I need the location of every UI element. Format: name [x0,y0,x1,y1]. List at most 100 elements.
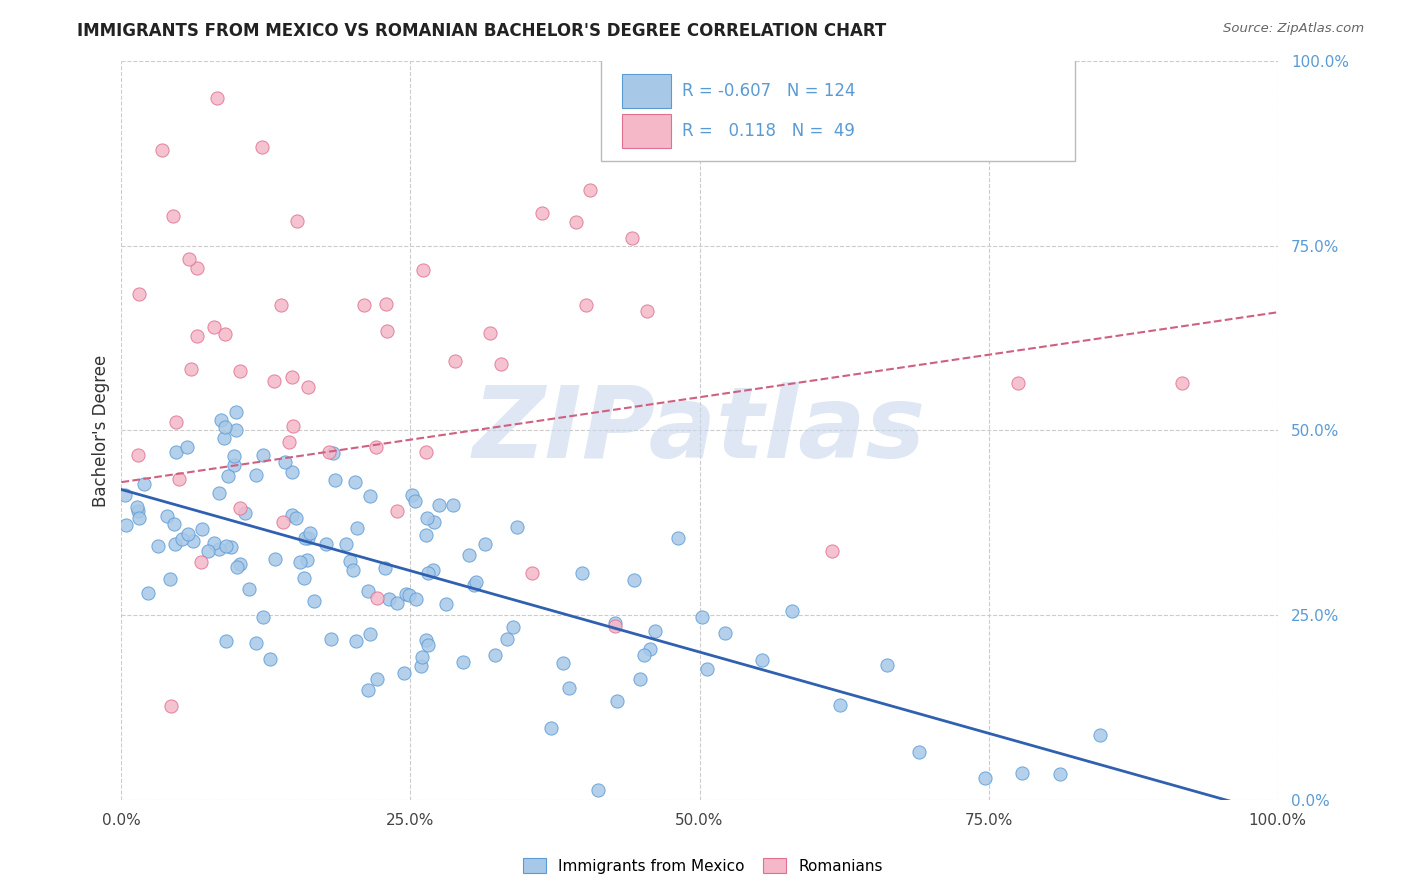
Point [412,263,434,277]
Point [405,592,427,607]
Point [385,596,408,610]
Point [387,504,409,518]
Point [165,416,187,430]
Point [270,298,292,312]
Point [605,619,627,633]
Point [215,539,238,553]
Text: R =   0.118   N =  49: R = 0.118 N = 49 [682,121,855,139]
Point [229,364,252,378]
Point [159,572,181,586]
Point [214,634,236,648]
Point [714,626,737,640]
Point [186,328,208,343]
Point [359,627,381,641]
Point [263,552,285,566]
Point [484,648,506,662]
Point [346,521,368,535]
Point [335,537,357,551]
Point [217,468,239,483]
FancyBboxPatch shape [621,74,671,109]
Point [225,423,247,437]
Point [464,574,486,589]
Point [1170,376,1192,390]
Point [1007,376,1029,391]
Point [638,642,661,657]
Point [208,485,231,500]
Point [226,560,249,574]
Text: ZIPatlas: ZIPatlas [472,382,927,479]
Point [690,610,713,624]
Point [177,252,200,266]
Point [1049,766,1071,780]
Point [441,498,464,512]
Point [299,526,322,541]
Point [522,566,544,580]
Point [191,522,214,536]
Point [478,326,501,340]
Point [395,586,418,600]
Point [415,445,437,459]
Point [319,632,342,646]
Point [530,205,553,219]
Point [167,472,190,486]
Point [605,616,627,631]
Point [197,544,219,558]
Point [156,508,179,523]
Point [415,528,437,542]
Point [136,586,159,600]
Point [252,449,274,463]
Point [1088,729,1111,743]
Point [1011,766,1033,780]
Point [404,493,426,508]
Point [134,477,156,491]
Point [162,209,184,223]
Point [208,542,231,557]
Point [356,682,378,697]
Point [551,656,574,670]
Point [292,571,315,585]
Point [181,534,204,549]
Point [250,140,273,154]
Point [628,672,651,686]
Point [401,488,423,502]
Point [666,532,689,546]
Point [323,473,346,487]
Point [780,604,803,618]
Point [165,445,187,459]
Point [180,361,202,376]
Point [281,419,304,434]
Point [359,489,381,503]
Point [751,653,773,667]
Point [214,420,236,434]
Point [125,500,148,515]
Point [364,441,387,455]
Point [315,537,337,551]
Point [339,554,361,568]
Point [186,260,208,275]
Point [177,527,200,541]
Point [281,370,304,384]
Point [114,488,136,502]
Point [457,548,479,562]
Point [623,573,645,587]
Text: R = -0.607   N = 124: R = -0.607 N = 124 [682,82,856,101]
Point [115,517,138,532]
Point [415,632,437,647]
Point [411,658,433,673]
Point [620,231,643,245]
Point [294,531,316,545]
Point [202,535,225,549]
Point [297,380,319,394]
Point [212,431,235,445]
Point [696,662,718,676]
Point [150,143,173,157]
Point [606,694,628,708]
Point [281,465,304,479]
FancyBboxPatch shape [621,113,671,147]
Point [496,632,519,646]
Point [366,591,388,606]
Point [821,544,844,558]
Point [644,624,666,638]
Point [285,214,308,228]
Point [344,633,367,648]
